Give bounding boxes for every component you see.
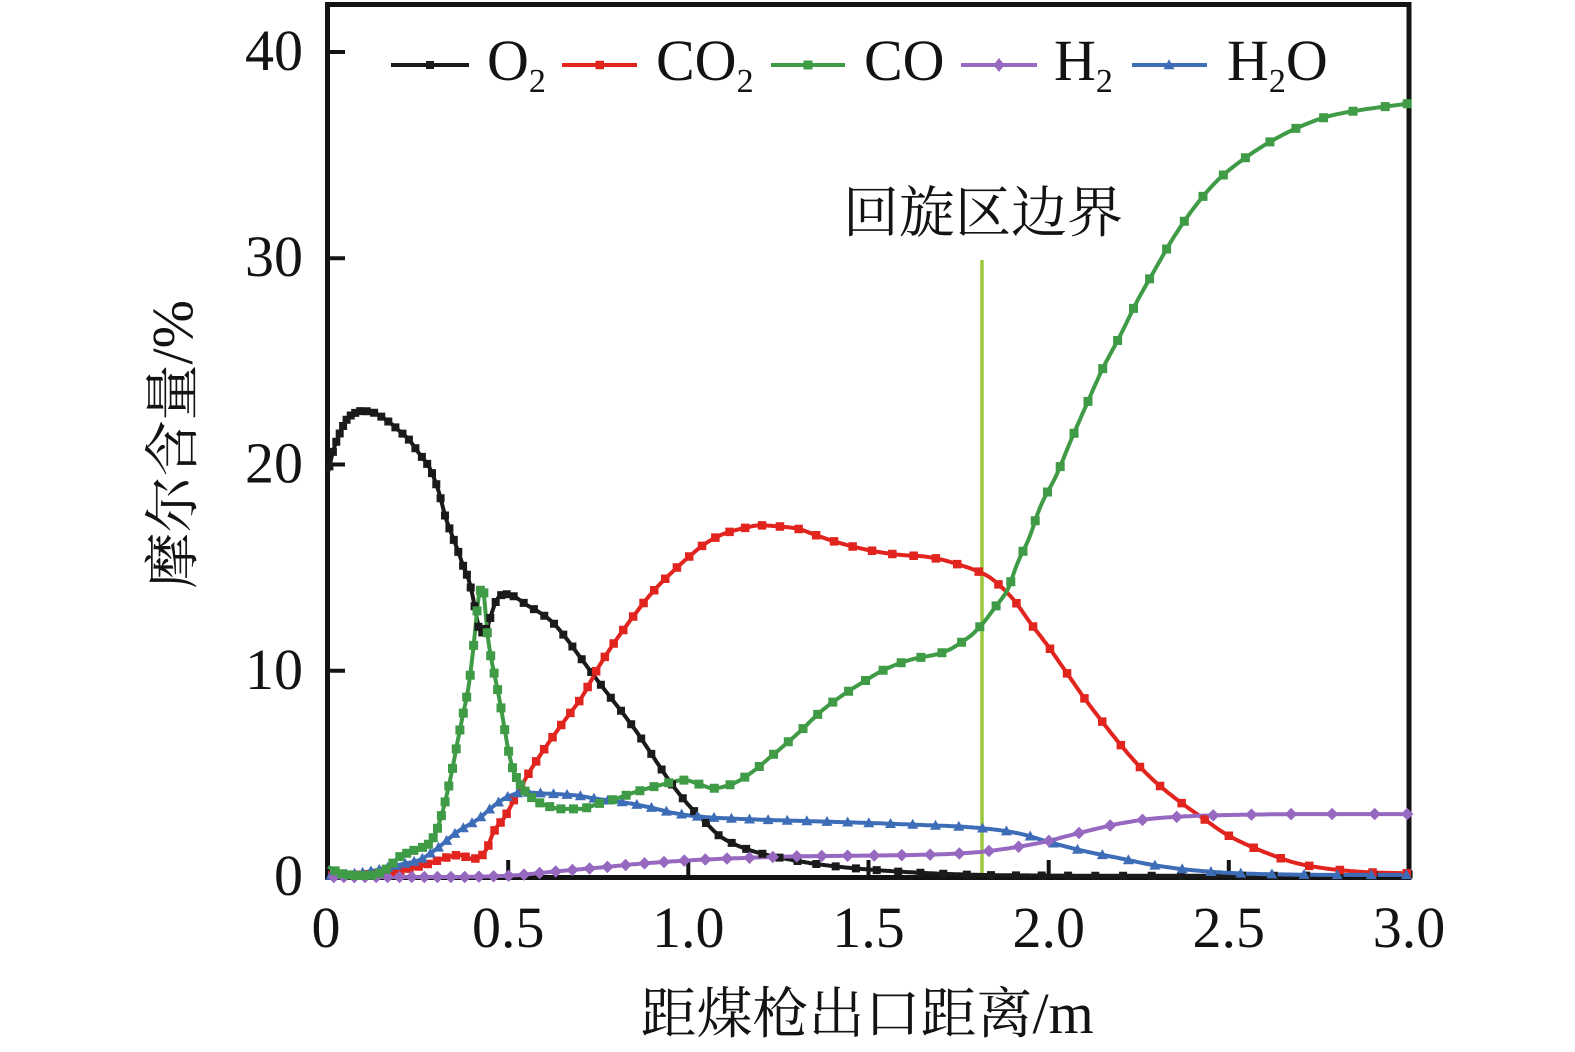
svg-text:3.0: 3.0 bbox=[1373, 895, 1446, 960]
svg-text:/%: /% bbox=[140, 300, 205, 364]
svg-text:40: 40 bbox=[245, 18, 303, 83]
svg-text:0: 0 bbox=[274, 843, 303, 908]
svg-text:1.5: 1.5 bbox=[832, 895, 905, 960]
svg-text:1.0: 1.0 bbox=[652, 895, 725, 960]
svg-text:H2O: H2O bbox=[1227, 28, 1328, 100]
svg-text:2.0: 2.0 bbox=[1012, 895, 1085, 960]
svg-text:20: 20 bbox=[245, 431, 303, 496]
svg-text:CO: CO bbox=[864, 28, 945, 93]
svg-text:CO2: CO2 bbox=[656, 28, 754, 100]
svg-text:2.5: 2.5 bbox=[1193, 895, 1266, 960]
svg-text:10: 10 bbox=[245, 637, 303, 702]
svg-text:30: 30 bbox=[245, 224, 303, 289]
svg-text:/m: /m bbox=[1033, 981, 1094, 1046]
svg-text:0: 0 bbox=[312, 895, 341, 960]
svg-text:0.5: 0.5 bbox=[472, 895, 545, 960]
